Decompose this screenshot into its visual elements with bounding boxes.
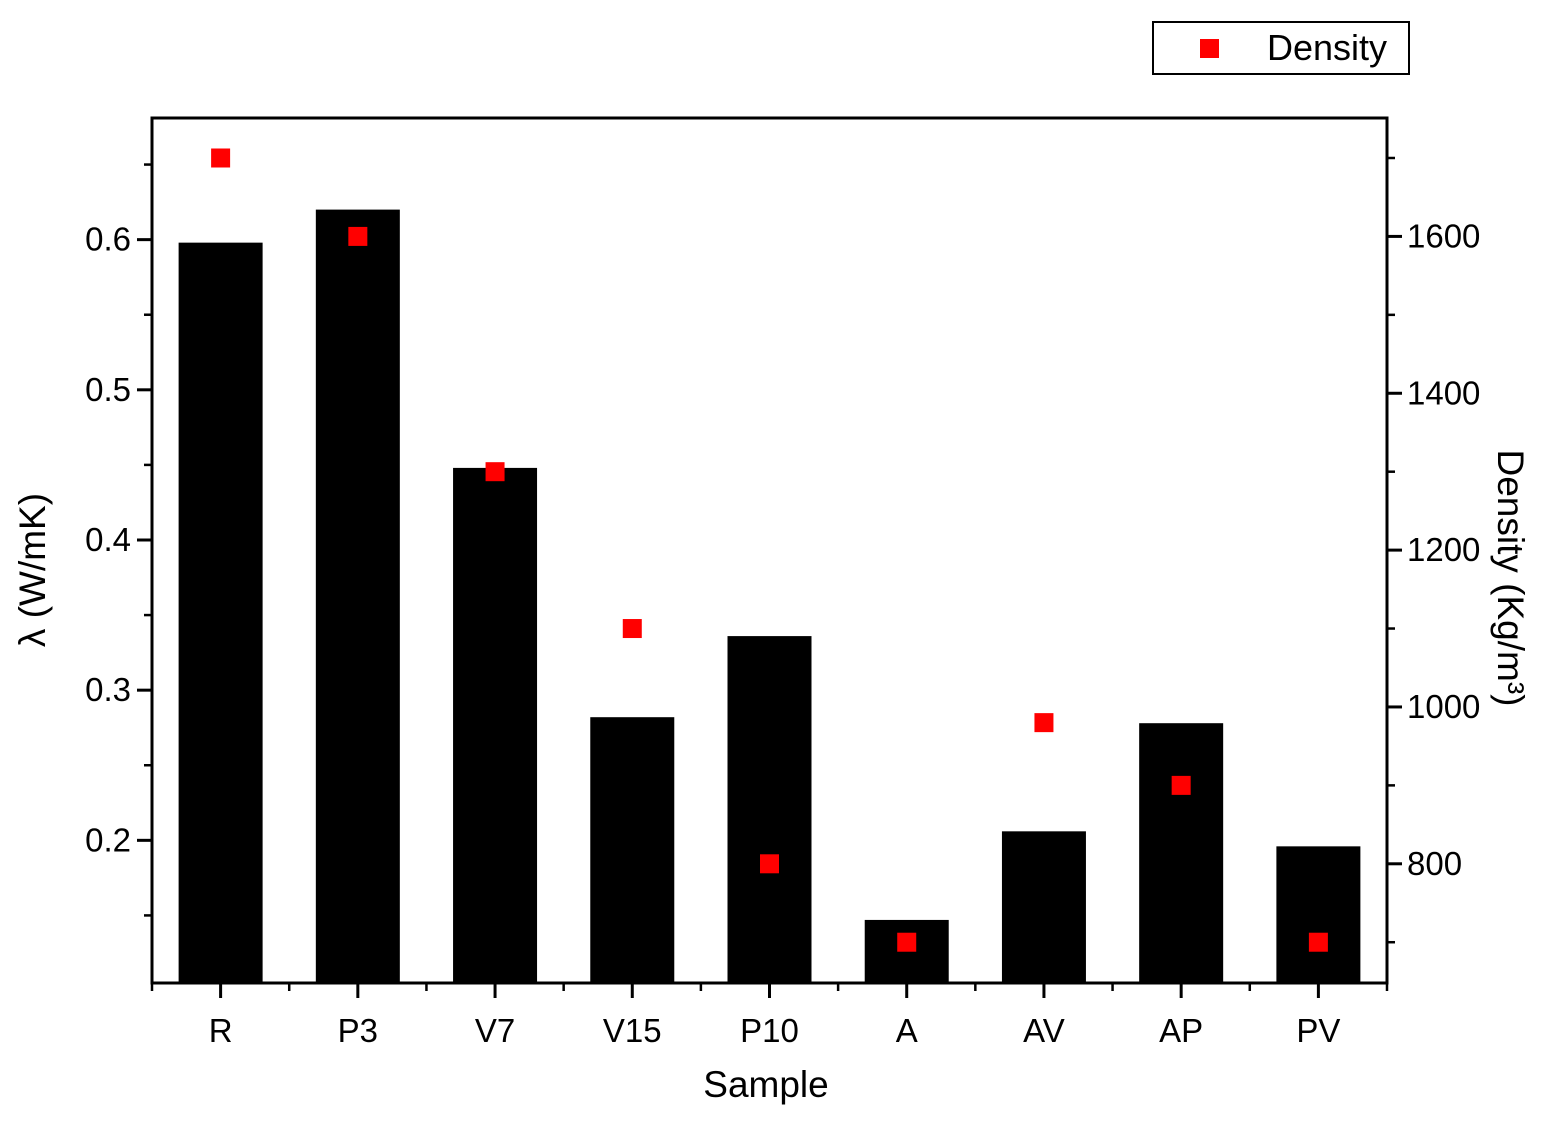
- x-axis-tick-label: PV: [1296, 1012, 1340, 1049]
- bar-R: [178, 242, 263, 983]
- x-axis-title: Sample: [703, 1064, 829, 1105]
- density-marker-A: [897, 932, 917, 952]
- bar-AP: [1139, 723, 1224, 983]
- x-axis-tick-label: V7: [475, 1012, 515, 1049]
- bar-PV: [1276, 846, 1361, 983]
- bar-P3: [315, 209, 400, 983]
- density-marker-AV: [1034, 713, 1054, 733]
- bar-AV: [1001, 831, 1086, 983]
- right-axis-tick-label: 800: [1407, 845, 1462, 882]
- legend: Density: [1152, 21, 1410, 75]
- left-axis-tick-label: 0.3: [85, 671, 131, 708]
- x-axis-tick-label: AP: [1159, 1012, 1203, 1049]
- left-axis-tick-label: 0.4: [85, 521, 131, 558]
- left-axis-tick-label: 0.6: [85, 221, 131, 258]
- x-axis-tick-label: P3: [338, 1012, 378, 1049]
- x-axis-tick-label: V15: [603, 1012, 662, 1049]
- right-axis-tick-label: 1200: [1407, 531, 1480, 568]
- right-axis-tick-label: 1000: [1407, 688, 1480, 725]
- right-axis-tick-label: 1600: [1407, 217, 1480, 254]
- x-axis-tick-label: AV: [1023, 1012, 1065, 1049]
- x-axis-tick-label: A: [896, 1012, 918, 1049]
- left-axis-tick-label: 0.5: [85, 371, 131, 408]
- density-marker-R: [211, 148, 231, 168]
- bar-V7: [453, 467, 538, 983]
- bar-V15: [590, 717, 675, 983]
- legend-label: Density: [1267, 27, 1388, 68]
- density-marker-P10: [760, 854, 779, 874]
- x-axis-tick-label: R: [209, 1012, 233, 1049]
- left-axis-title: λ (W/mK): [12, 492, 53, 648]
- right-axis-title: Density (Kg/m³): [1490, 449, 1531, 707]
- density-marker-V7: [485, 462, 505, 482]
- x-axis-tick-label: P10: [740, 1012, 799, 1049]
- right-axis-tick-label: 1400: [1407, 374, 1480, 411]
- density-marker-AP: [1171, 775, 1191, 795]
- density-marker-P3: [348, 226, 368, 246]
- left-axis-tick-label: 0.2: [85, 821, 131, 858]
- density-marker-PV: [1308, 932, 1328, 952]
- density-marker-V15: [622, 619, 642, 639]
- bar-P10: [727, 636, 812, 983]
- legend-density-marker-icon: [1200, 38, 1219, 58]
